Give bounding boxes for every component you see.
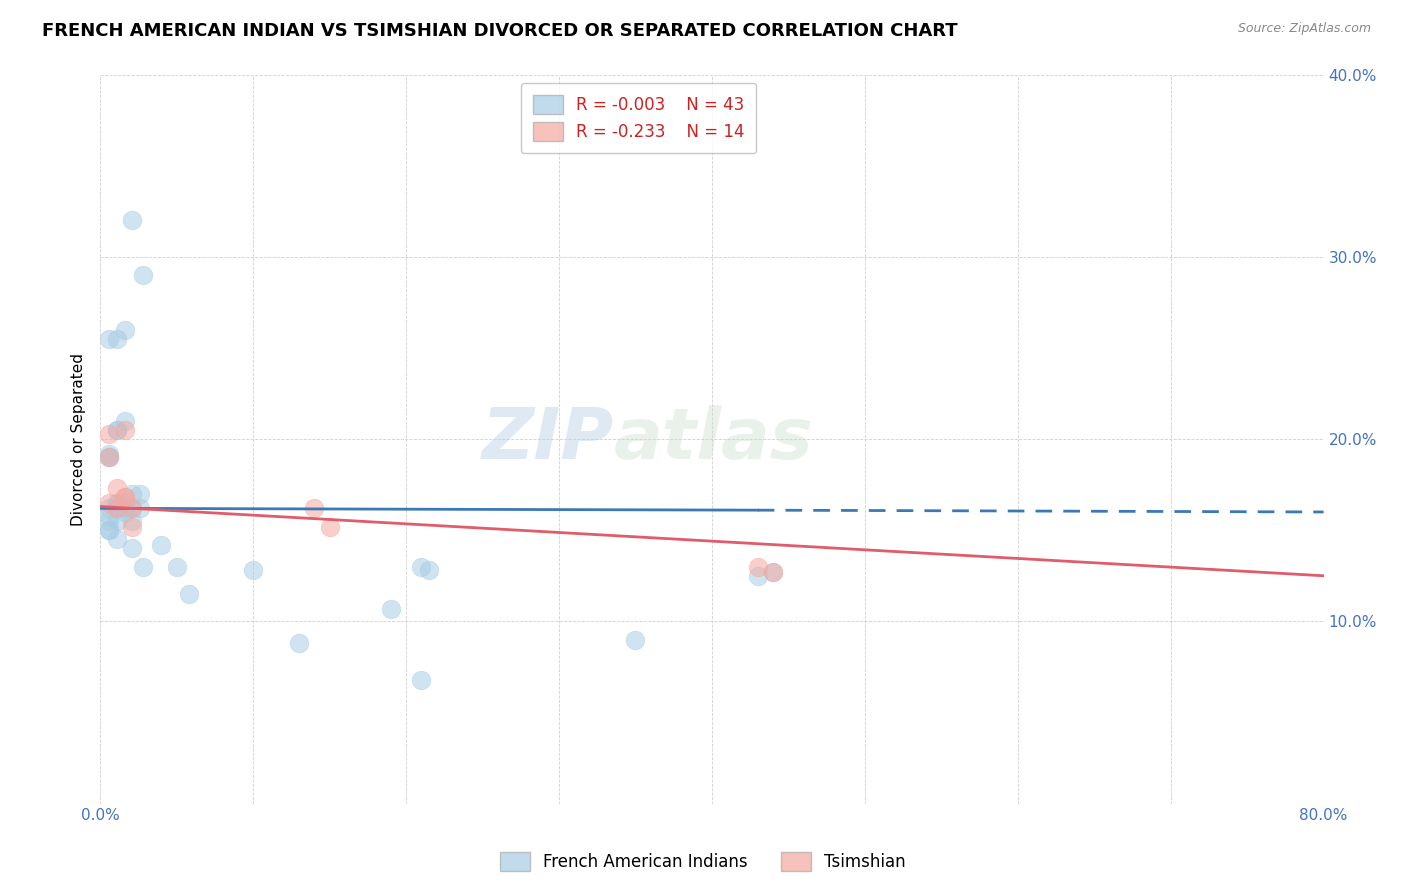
Point [411, 559, 433, 574]
Point [132, 559, 155, 574]
Point [98, 332, 121, 346]
Point [98, 501, 121, 516]
Point [318, 519, 340, 533]
Point [105, 496, 128, 510]
Point [98, 447, 121, 461]
Point [762, 565, 785, 579]
Point [114, 505, 136, 519]
Point [105, 501, 128, 516]
Point [98, 450, 121, 465]
Point [114, 491, 136, 505]
Point [128, 487, 150, 501]
Point [747, 559, 769, 574]
Point [121, 487, 143, 501]
Point [242, 563, 264, 577]
Point [114, 491, 136, 505]
Point [747, 568, 769, 582]
Point [114, 496, 136, 510]
Point [105, 496, 128, 510]
Point [166, 559, 188, 574]
Point [105, 423, 128, 437]
Point [624, 632, 647, 647]
Point [411, 673, 433, 687]
Point [105, 501, 128, 516]
Point [121, 501, 143, 516]
Point [105, 481, 128, 495]
Point [98, 496, 121, 510]
Point [105, 514, 128, 528]
Text: FRENCH AMERICAN INDIAN VS TSIMSHIAN DIVORCED OR SEPARATED CORRELATION CHART: FRENCH AMERICAN INDIAN VS TSIMSHIAN DIVO… [42, 22, 957, 40]
Point [114, 414, 136, 428]
Legend: French American Indians, Tsimshian: French American Indians, Tsimshian [492, 843, 914, 880]
Point [98, 508, 121, 523]
Point [150, 538, 173, 552]
Point [128, 501, 150, 516]
Point [302, 501, 325, 516]
Point [114, 323, 136, 337]
Point [98, 426, 121, 441]
Point [121, 501, 143, 516]
Point [98, 450, 121, 465]
Point [121, 213, 143, 227]
Point [177, 587, 200, 601]
Y-axis label: Divorced or Separated: Divorced or Separated [72, 352, 86, 525]
Point [121, 514, 143, 528]
Legend: R = -0.003    N = 43, R = -0.233    N = 14: R = -0.003 N = 43, R = -0.233 N = 14 [520, 83, 756, 153]
Text: Source: ZipAtlas.com: Source: ZipAtlas.com [1237, 22, 1371, 36]
Point [105, 332, 128, 346]
Point [762, 565, 785, 579]
Point [121, 541, 143, 556]
Point [114, 501, 136, 516]
Point [114, 423, 136, 437]
Point [121, 519, 143, 533]
Text: atlas: atlas [614, 405, 814, 474]
Point [380, 601, 402, 615]
Point [105, 423, 128, 437]
Point [288, 636, 311, 650]
Point [98, 514, 121, 528]
Point [418, 563, 440, 577]
Point [98, 523, 121, 537]
Text: ZIP: ZIP [482, 405, 614, 474]
Point [105, 533, 128, 547]
Point [98, 523, 121, 537]
Point [132, 268, 155, 282]
Point [98, 450, 121, 465]
